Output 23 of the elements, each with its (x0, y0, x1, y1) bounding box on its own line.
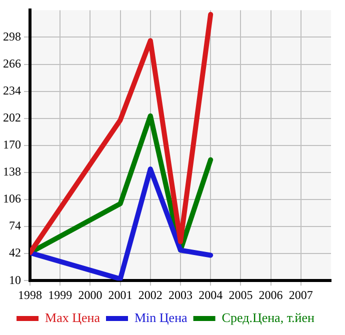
x-tick-label: 2001 (108, 288, 132, 302)
legend-label: Max Цена (45, 310, 100, 325)
x-tick-label: 2004 (198, 288, 223, 302)
y-tick-label: 266 (3, 56, 21, 70)
y-tick-label: 298 (3, 29, 21, 44)
legend-label: Min Цена (134, 310, 188, 325)
x-tick-label: 1999 (48, 288, 72, 302)
x-tick-label: 1998 (18, 288, 42, 302)
x-tick-label: 2006 (258, 288, 283, 302)
x-tick-label: 2005 (228, 288, 253, 302)
y-tick-label: 202 (3, 110, 21, 125)
x-tick-label: 2002 (138, 288, 162, 302)
legend-label: Сред.Цена, т.йен (222, 310, 315, 325)
y-tick-label: 74 (9, 218, 21, 233)
y-tick-label: 106 (3, 192, 21, 206)
x-tick-label: 2007 (288, 288, 313, 302)
y-tick-label: 42 (9, 246, 21, 260)
y-tick-label: 138 (3, 164, 21, 179)
x-tick-label: 2003 (168, 288, 192, 302)
y-tick-label: 10 (9, 272, 21, 287)
y-tick-label: 234 (3, 83, 21, 98)
y-tick-label: 170 (3, 138, 21, 152)
x-tick-label: 2000 (78, 288, 102, 302)
